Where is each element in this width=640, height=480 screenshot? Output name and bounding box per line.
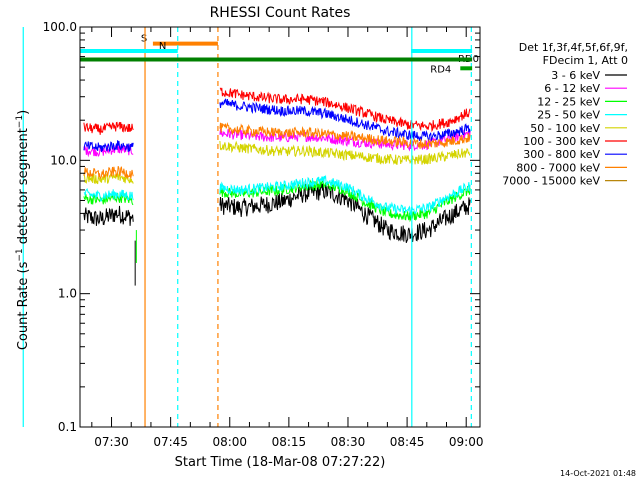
y-axis-label-part: Count Rate (s [16, 261, 31, 350]
y-axis-label: Count Rate (s−1 detector segment−1) [15, 110, 31, 350]
legend-label: 12 - 25 keV [537, 95, 600, 108]
series-6 [83, 98, 471, 153]
series-layer [83, 87, 471, 286]
y-tick-label: 10.0 [50, 153, 77, 167]
legend-label: 800 - 7000 keV [516, 161, 600, 174]
x-tick-label: 08:15 [272, 435, 307, 449]
series-5 [83, 87, 471, 135]
series-line [219, 140, 471, 166]
series-line [83, 121, 134, 135]
annotation-label: N [159, 41, 166, 52]
legend-header-line: FDecim 1, Att 0 [543, 54, 628, 67]
series-line [83, 192, 134, 206]
series-line [219, 174, 471, 217]
series-line [219, 87, 471, 133]
x-tick-label: 08:45 [390, 435, 425, 449]
legend-label: 7000 - 15000 keV [502, 175, 600, 188]
series-line [83, 188, 134, 202]
series-line [83, 166, 134, 180]
legend-label: 25 - 50 keV [537, 109, 600, 122]
chart-title: RHESSI Count Rates [210, 5, 351, 21]
legend-header-line: Det 1f,3f,4f,5f,6f,9f, [519, 41, 628, 54]
series-line [219, 98, 471, 143]
x-tick-label: 08:00 [212, 435, 247, 449]
series-3 [83, 174, 471, 217]
timestamp: 14-Oct-2021 01:48 [560, 469, 636, 478]
legend: Det 1f,3f,4f,5f,6f,9f, FDecim 1, Att 0 3… [502, 41, 628, 188]
series-line [83, 140, 134, 153]
annotation-layer: SNRD0RD4 [22, 27, 479, 427]
y-axis-label-sup: −1 [15, 248, 25, 261]
x-tick-label: 07:45 [153, 435, 188, 449]
series-line [219, 179, 471, 223]
legend-label: 50 - 100 keV [530, 122, 600, 135]
y-axis: 0.1 1.0 10.0 100.0 [43, 20, 480, 434]
y-tick-label: 1.0 [58, 287, 77, 301]
y-tick-label: 100.0 [43, 20, 77, 34]
x-tick-label: 07:30 [94, 435, 129, 449]
y-axis-label-part: ) [16, 110, 31, 115]
legend-label: 300 - 800 keV [523, 148, 600, 161]
annotation-label: S [141, 34, 147, 45]
legend-label: 3 - 6 keV [551, 69, 600, 82]
series-line [219, 122, 471, 149]
series-2 [83, 179, 471, 223]
y-axis-label-part: detector segment [16, 128, 31, 248]
x-axis-label: Start Time (18-Mar-08 07:27:22) [175, 455, 386, 470]
legend-label: 6 - 12 keV [544, 82, 600, 95]
x-tick-label: 08:30 [331, 435, 366, 449]
series-7 [83, 122, 471, 180]
x-axis: 07:30 07:45 08:00 08:15 08:30 08:45 09:00 [91, 27, 484, 449]
annotation-label: RD4 [430, 64, 451, 75]
y-axis-label-sup: −1 [15, 115, 25, 128]
x-tick-label: 09:00 [449, 435, 484, 449]
y-tick-label: 0.1 [58, 420, 77, 434]
series-line [83, 205, 134, 226]
plot-frame [79, 26, 481, 428]
legend-label: 100 - 300 keV [523, 135, 600, 148]
